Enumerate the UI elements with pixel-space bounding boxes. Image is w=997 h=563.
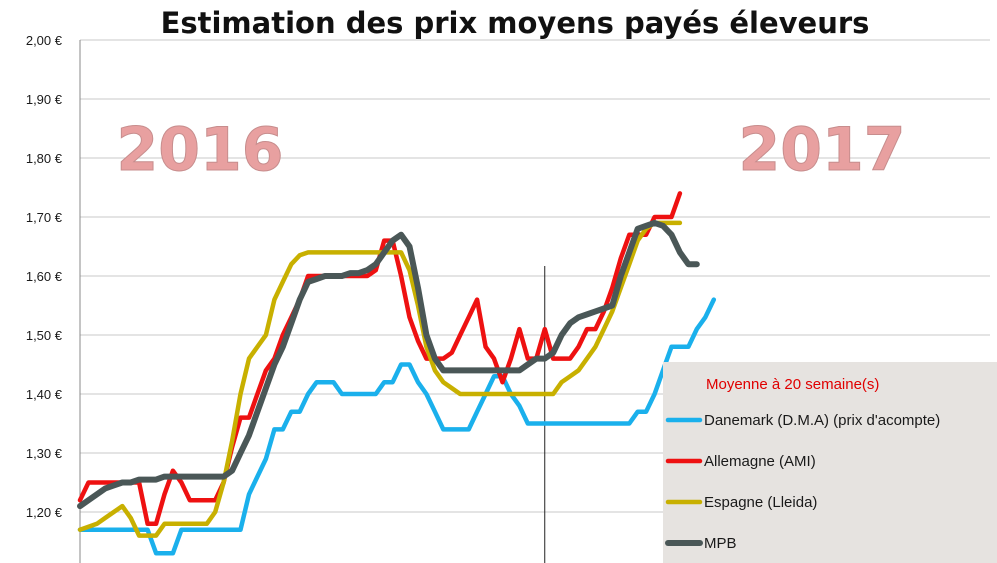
legend: Moyenne à 20 semaine(s) Danemark (D.M.A)… bbox=[663, 362, 997, 563]
y-tick-label: 1,80 € bbox=[26, 151, 63, 166]
y-axis-tick-labels: 2,00 € 1,90 € 1,80 € 1,70 € 1,60 € 1,50 € 1,40… bbox=[26, 33, 63, 520]
legend-heading: Moyenne à 20 semaine(s) bbox=[706, 376, 879, 393]
annotation-2016: 2016 bbox=[117, 115, 284, 185]
legend-label: Espagne (Lleida) bbox=[704, 494, 817, 511]
y-tick-label: 1,70 € bbox=[26, 210, 63, 225]
y-tick-label: 1,60 € bbox=[26, 269, 63, 284]
legend-label: Danemark (D.M.A) (prix d'acompte) bbox=[704, 412, 940, 429]
series-line-2 bbox=[77, 220, 683, 538]
legend-items: Danemark (D.M.A) (prix d'acompte) Allemag… bbox=[665, 412, 940, 552]
y-tick-label: 1,40 € bbox=[26, 387, 63, 402]
y-tick-label: 1,20 € bbox=[26, 505, 63, 520]
series-line-0 bbox=[77, 297, 717, 556]
series-lines bbox=[77, 191, 717, 556]
chart-title: Estimation des prix moyens payés éleveur… bbox=[161, 6, 870, 40]
y-tick-label: 1,90 € bbox=[26, 92, 63, 107]
y-tick-label: 2,00 € bbox=[26, 33, 63, 48]
y-tick-label: 1,30 € bbox=[26, 446, 63, 461]
series-line-3 bbox=[77, 219, 700, 510]
legend-label: Allemagne (AMI) bbox=[704, 453, 816, 470]
y-tick-label: 1,50 € bbox=[26, 328, 63, 343]
annotation-2017: 2017 bbox=[739, 115, 906, 185]
legend-background bbox=[663, 362, 997, 563]
legend-label: MPB bbox=[704, 535, 737, 552]
